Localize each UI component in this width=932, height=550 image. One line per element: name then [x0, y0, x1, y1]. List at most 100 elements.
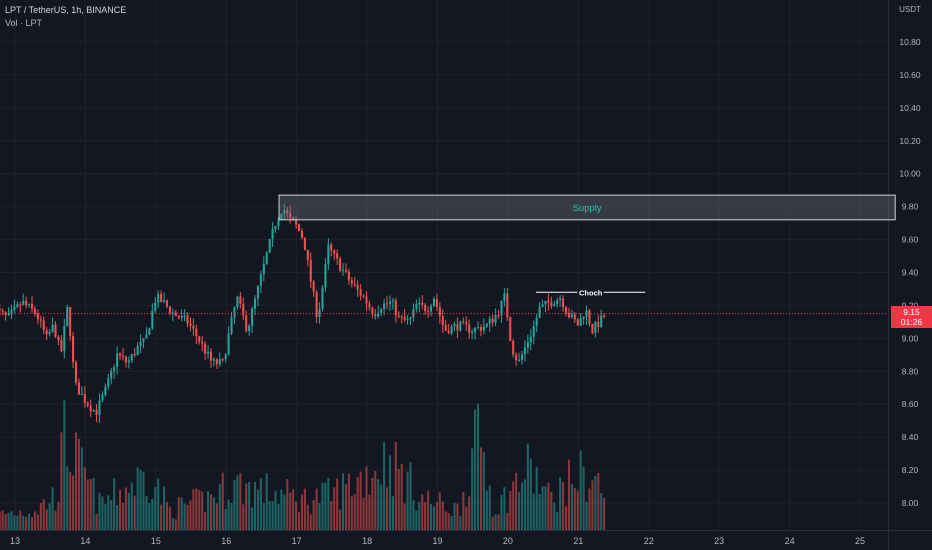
volume-bar [28, 513, 31, 530]
volume-bar [151, 499, 154, 530]
volume-bar [72, 475, 75, 530]
candle-body [497, 315, 500, 317]
volume-bar [45, 509, 48, 530]
price-tick-label: 10.80 [899, 37, 921, 47]
price-tick-label: 8.00 [902, 498, 919, 508]
volume-bar [148, 502, 151, 530]
volume-bar [60, 432, 63, 530]
volume-bar [127, 492, 130, 530]
volume-bar [562, 482, 565, 530]
volume-bar [171, 518, 174, 530]
volume-bar [570, 484, 573, 530]
candle-body [165, 300, 169, 307]
candle-body [494, 315, 497, 323]
candle-body [69, 306, 72, 336]
candle-body [180, 315, 183, 318]
candle-body [450, 326, 453, 334]
volume-bar [386, 487, 389, 530]
candle-body [553, 304, 556, 306]
volume-bar [567, 459, 570, 530]
candle-body [274, 226, 277, 230]
volume-bar [80, 447, 83, 530]
candle-body [309, 259, 312, 282]
volume-bar [30, 517, 34, 530]
candle-body [292, 217, 295, 221]
volume-bar [268, 501, 271, 530]
supply-zone[interactable]: Supply [278, 194, 896, 221]
candle-body [245, 315, 248, 331]
candle-body [104, 386, 107, 395]
volume-bar [174, 519, 177, 530]
grid [0, 0, 888, 530]
candle-body [148, 328, 151, 335]
candle-body [300, 230, 303, 238]
supply-zone-label: Supply [573, 203, 602, 214]
volume-bar [75, 432, 78, 530]
candle-body [57, 336, 60, 341]
volume-bar [500, 494, 503, 530]
candle-body [518, 359, 521, 361]
volume-bar [321, 482, 324, 530]
candle-body [95, 409, 98, 415]
candle-body [576, 319, 579, 326]
volume-bar [256, 489, 259, 530]
volume-bar [456, 503, 459, 530]
candle-body [570, 314, 573, 318]
price-tick-label: 9.60 [902, 235, 919, 245]
volume-bars [0, 400, 606, 530]
candle-body [75, 362, 78, 383]
candle-body [591, 323, 594, 334]
volume-bar [139, 469, 142, 530]
supply-zone-box[interactable] [278, 194, 896, 221]
volume-bar [160, 504, 163, 530]
candle-body [107, 378, 110, 387]
choch-level[interactable]: Choch [536, 286, 646, 299]
candle-body [435, 299, 438, 308]
volume-bar [51, 487, 54, 530]
volume-bar [421, 494, 424, 530]
candle-body [297, 224, 301, 231]
candle-body [121, 355, 124, 357]
volume-bar [503, 487, 506, 530]
candle-body [359, 289, 362, 296]
candle-body [368, 303, 371, 308]
volume-bar [459, 516, 462, 530]
volume-bar [113, 477, 116, 530]
candle-body [523, 347, 526, 355]
volume-bar [453, 502, 456, 530]
volume-bar [315, 488, 318, 530]
volume-bar [245, 483, 248, 530]
volume-bar [518, 492, 521, 530]
volume-bar [48, 503, 51, 530]
candle-body [171, 312, 174, 314]
volume-bar [509, 491, 512, 530]
candle-body [547, 300, 550, 303]
volume-bar [119, 489, 122, 530]
candle-body [48, 332, 51, 335]
volume-bar [573, 487, 576, 530]
volume-bar [350, 495, 353, 530]
volume-bar [19, 510, 22, 530]
candle-body [10, 310, 13, 314]
candle-body [573, 314, 576, 320]
candle-body [154, 302, 157, 311]
time-axis[interactable]: 13 14 15 16 17 18 19 20 21 22 23 24 25 [10, 536, 865, 546]
volume-bar [22, 515, 25, 530]
candle-body [356, 284, 359, 290]
volume-bar [353, 494, 356, 530]
price-tick-label: 9.20 [902, 300, 919, 310]
volume-bar [207, 490, 210, 530]
price-axis[interactable]: USDT 10.80 10.60 10.40 10.20 10.00 9.80 9.60 9.4… [899, 5, 921, 508]
candle-body [371, 307, 374, 315]
volume-bar [121, 503, 124, 530]
candle-body [80, 394, 83, 396]
volume-bar [177, 497, 180, 530]
volume-bar [89, 478, 92, 530]
volume-bar [564, 506, 568, 530]
candle-body [262, 263, 265, 275]
volume-bar [274, 490, 277, 530]
candle-body [116, 353, 119, 367]
candle-body [83, 394, 86, 404]
volume-bar [168, 506, 171, 530]
